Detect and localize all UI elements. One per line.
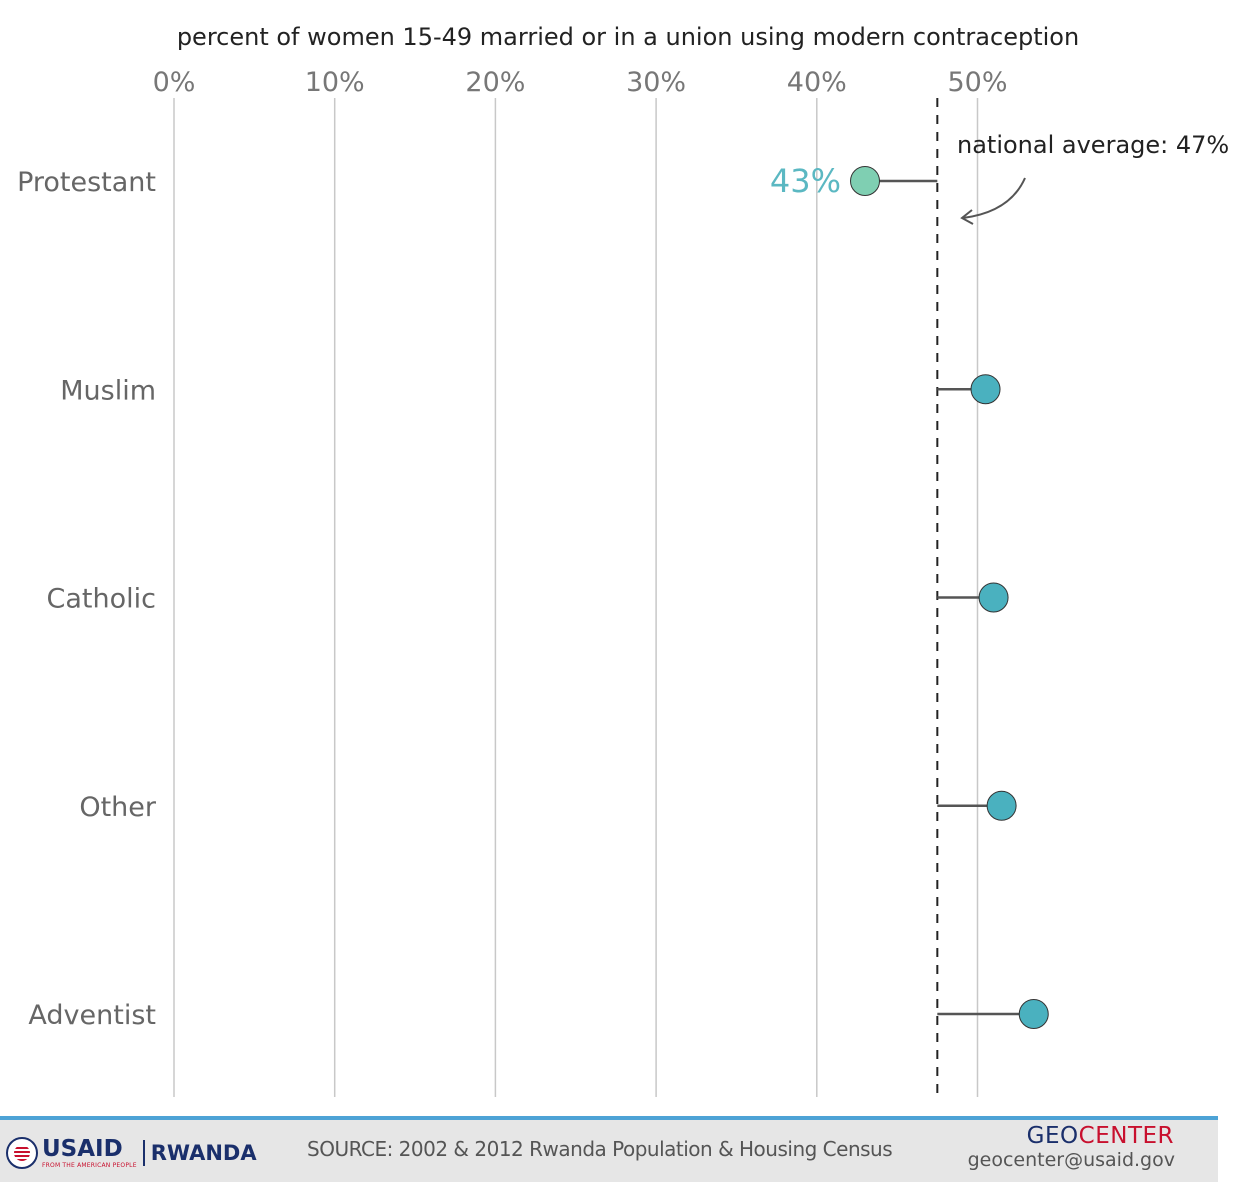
data-dot bbox=[986, 790, 1017, 821]
data-dot bbox=[1018, 999, 1049, 1029]
data-dot bbox=[978, 582, 1009, 613]
usaid-logo: USAID FROM THE AMERICAN PEOPLE RWANDA bbox=[6, 1133, 257, 1173]
geocenter-part1: GEO bbox=[1026, 1123, 1079, 1149]
category-label: Protestant bbox=[17, 167, 156, 198]
category-label: Catholic bbox=[47, 584, 156, 615]
data-dot bbox=[850, 166, 881, 196]
usaid-main-text: USAID bbox=[42, 1135, 123, 1162]
data-dot bbox=[970, 374, 1001, 405]
dots-series bbox=[850, 166, 1049, 1029]
usaid-tagline: FROM THE AMERICAN PEOPLE bbox=[42, 1161, 137, 1169]
gridlines bbox=[173, 98, 979, 1097]
x-tick-label: 30% bbox=[626, 67, 686, 98]
source-note: SOURCE: 2002 & 2012 Rwanda Population & … bbox=[307, 1137, 893, 1161]
x-tick-label: 10% bbox=[305, 67, 365, 98]
category-label: Adventist bbox=[28, 1000, 156, 1031]
x-axis-ticks: 0% 10% 20% 30% 40% 50% bbox=[153, 67, 1008, 98]
national-average-label: national average: 47% bbox=[957, 131, 1229, 159]
category-label: Other bbox=[79, 792, 157, 823]
usaid-divider bbox=[142, 1140, 145, 1166]
footer-bar bbox=[0, 1116, 1218, 1182]
annotations: 43% bbox=[770, 162, 841, 200]
arrow-head-icon bbox=[960, 209, 974, 225]
geocenter-logo: GEOCENTER bbox=[1027, 1123, 1174, 1149]
category-labels: Protestant Muslim Catholic Other Adventist bbox=[17, 167, 157, 1031]
x-tick-label: 50% bbox=[947, 67, 1007, 98]
x-tick-label: 0% bbox=[153, 67, 196, 98]
usaid-wordmark: USAID FROM THE AMERICAN PEOPLE bbox=[42, 1135, 137, 1169]
geocenter-email: geocenter@usaid.gov bbox=[967, 1149, 1175, 1171]
usaid-country: RWANDA bbox=[150, 1141, 257, 1165]
category-label: Muslim bbox=[60, 375, 156, 406]
national-average-arrow bbox=[962, 177, 1026, 219]
geocenter-part2: CENTER bbox=[1078, 1123, 1174, 1149]
data-label: 43% bbox=[770, 162, 841, 200]
usaid-seal-icon bbox=[6, 1137, 38, 1169]
x-tick-label: 40% bbox=[787, 67, 847, 98]
chart-title: percent of women 15-49 married or in a u… bbox=[177, 23, 1079, 51]
x-tick-label: 20% bbox=[465, 67, 525, 98]
